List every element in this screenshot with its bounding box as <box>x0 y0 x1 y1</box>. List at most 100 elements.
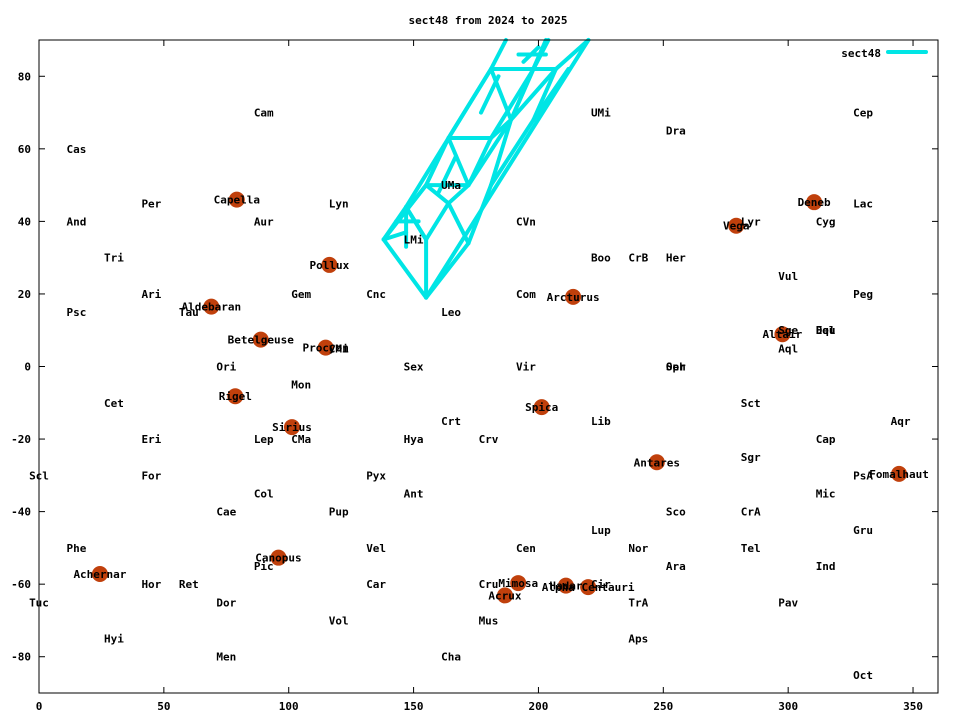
star-marker <box>228 191 245 208</box>
star-label: Spica <box>525 401 558 414</box>
constellation-label: Eri <box>141 433 161 446</box>
constellation-label: Dor <box>216 596 236 609</box>
constellation-label: Men <box>216 651 236 664</box>
constellation-label: Cha <box>441 651 461 664</box>
constellation-label: Phe <box>67 542 87 555</box>
constellation-label: Tri <box>104 252 124 265</box>
constellation-label: And <box>67 215 87 228</box>
star-marker <box>283 419 300 436</box>
constellation-label: Ser <box>666 361 686 374</box>
sector-outline-segment <box>553 38 591 71</box>
star-label: Capella <box>214 194 260 207</box>
constellation-label: Nor <box>628 542 648 555</box>
star-marker <box>565 288 582 305</box>
star-label: Betelgeuse <box>228 334 295 347</box>
star-label: Altair <box>763 328 803 341</box>
constellation-label: TrA <box>628 596 648 609</box>
x-tick-label: 300 <box>778 700 798 713</box>
constellation-label: Aur <box>254 215 274 228</box>
constellation-label: Cen <box>516 542 536 555</box>
constellation-label: CMi <box>329 342 349 355</box>
constellation-label: CMa <box>291 433 311 446</box>
star-label: Pollux <box>310 259 350 272</box>
star-label: Vega <box>723 220 750 233</box>
y-tick-label: -20 <box>11 433 31 446</box>
constellation-label: Boo <box>591 252 611 265</box>
constellation-label: Leo <box>441 306 461 319</box>
constellation-label: Tau <box>179 306 199 319</box>
constellation-label: Aps <box>628 633 648 646</box>
sector-outline-segment <box>424 201 451 242</box>
constellation-label: Cet <box>104 397 124 410</box>
constellation-label: Gru <box>853 524 873 537</box>
constellation-label: Lyn <box>329 197 349 210</box>
constellation-label: Sgr <box>741 451 761 464</box>
constellation-label: Crv <box>479 433 499 446</box>
star-label: Acrux <box>488 589 521 602</box>
constellation-label: Her <box>666 252 686 265</box>
constellation-label: LMi <box>404 234 424 247</box>
constellation-label: Per <box>141 197 161 210</box>
star-marker <box>580 579 597 596</box>
y-tick-label: 0 <box>24 361 31 374</box>
sector-outline-segment <box>446 201 471 246</box>
constellation-label: Lyr <box>741 215 761 228</box>
star-marker <box>728 217 745 234</box>
sector-outline-segment <box>489 117 513 188</box>
constellation-label: Cas <box>67 143 87 156</box>
constellation-label: Oct <box>853 669 873 682</box>
constellation-label: Pyx <box>366 469 386 482</box>
constellation-label: CrA <box>741 506 761 519</box>
star-label: Fomalhaut <box>869 468 929 481</box>
constellation-label: Ara <box>666 560 686 573</box>
sector-outline-segment <box>489 117 536 188</box>
x-tick-label: 350 <box>903 700 923 713</box>
star-marker <box>496 587 513 604</box>
constellation-label: Ari <box>141 288 161 301</box>
star-marker <box>891 465 908 482</box>
y-tick-label: 20 <box>18 288 31 301</box>
star-label: Achernar <box>73 568 126 581</box>
constellation-label: Lep <box>254 433 274 446</box>
star-marker <box>252 331 269 348</box>
constellation-label: CVn <box>516 215 536 228</box>
constellation-label: Ant <box>404 487 424 500</box>
legend-label-sect48: sect48 <box>841 47 881 60</box>
sector-outline-segment <box>531 67 571 122</box>
constellation-labels-layer: Cam UMi Cep Dra Cas UMa Per Lyn Lac And Aur CVn Lyr C… <box>29 107 911 682</box>
star-marker <box>270 549 287 566</box>
constellation-label: Vir <box>516 361 536 374</box>
star-marker <box>533 399 550 416</box>
constellation-label: Lib <box>591 415 611 428</box>
star-marker <box>806 194 823 211</box>
x-tick-label: 250 <box>653 700 673 713</box>
constellation-label: Ind <box>816 560 836 573</box>
constellation-label: Cru <box>479 578 499 591</box>
star-label: Deneb <box>798 196 831 209</box>
star-marker <box>227 388 244 405</box>
constellation-label: Tel <box>741 542 761 555</box>
axes: 0 50 100 150 200 250 300 350 -80 -60 -40 -20 0 20 40 60… <box>11 39 939 713</box>
constellation-label: Cam <box>254 107 274 120</box>
constellation-label: Cep <box>853 107 873 120</box>
constellation-label: Ret <box>179 578 199 591</box>
star-label: Mimosa <box>498 577 538 590</box>
constellation-label: Gem <box>291 288 311 301</box>
constellation-label: Ori <box>216 361 236 374</box>
constellation-label: Cyg <box>816 215 836 228</box>
x-tick-label: 50 <box>157 700 170 713</box>
x-tick-label: 200 <box>529 700 549 713</box>
constellation-label: Sex <box>404 361 424 374</box>
constellation-label: Peg <box>853 288 873 301</box>
constellation-label: Aql <box>778 342 798 355</box>
constellation-label: Com <box>516 288 536 301</box>
constellation-label: Hyi <box>104 633 124 646</box>
x-tick-label: 100 <box>279 700 299 713</box>
constellation-label: Car <box>366 578 386 591</box>
constellation-label: UMi <box>591 107 611 120</box>
sector-outline-segment <box>521 45 541 64</box>
star-label: Alpha Centauri <box>542 581 635 594</box>
y-tick-label: -40 <box>11 506 31 519</box>
constellation-label: Cir <box>591 578 611 591</box>
constellation-label: Hya <box>404 433 424 446</box>
